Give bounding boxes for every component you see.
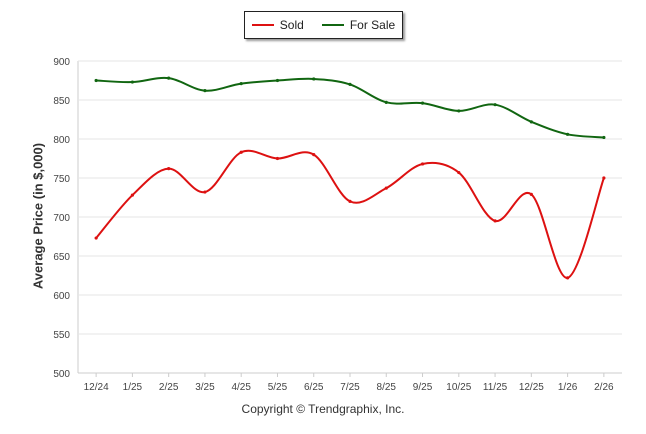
legend-item-sold[interactable]: Sold	[251, 18, 304, 32]
x-tick-label-0: 12/24	[84, 382, 109, 393]
point-for-sale-3	[203, 89, 207, 93]
point-sold-5	[275, 156, 280, 161]
y-axis-label: Average Price (in $,000)	[30, 142, 46, 290]
x-tick-label-9: 9/25	[413, 382, 433, 393]
point-sold-12	[529, 192, 533, 196]
y-tick-label-900: 900	[53, 57, 70, 68]
x-tick-label-3: 3/25	[195, 382, 215, 393]
point-for-sale-5	[275, 78, 280, 83]
point-sold-11	[493, 219, 497, 223]
point-sold-10	[457, 170, 461, 175]
point-sold-0	[94, 236, 98, 240]
x-tick-label-13: 1/26	[558, 382, 578, 393]
legend-label-sold: Sold	[279, 18, 304, 32]
point-sold-13	[566, 276, 570, 280]
point-sold-4	[239, 150, 243, 154]
y-tick-label-800: 800	[53, 135, 70, 146]
point-for-sale-6	[312, 77, 316, 81]
x-tick-label-4: 4/25	[231, 382, 251, 393]
point-for-sale-2	[167, 76, 171, 80]
copyright-text: Copyright © Trendgraphix, Inc.	[241, 402, 405, 416]
point-for-sale-14	[602, 135, 606, 140]
point-sold-8	[384, 186, 388, 190]
y-tick-label-500: 500	[53, 369, 70, 380]
legend-swatch-for-sale	[321, 24, 344, 26]
point-for-sale-12	[529, 120, 533, 124]
point-for-sale-11	[493, 103, 497, 107]
point-for-sale-9	[420, 101, 425, 105]
series-line-for-sale	[96, 76, 604, 139]
x-tick-label-10: 10/25	[446, 382, 471, 393]
point-for-sale-8	[384, 100, 388, 104]
point-sold-6	[312, 153, 316, 157]
x-tick-label-1: 1/25	[123, 382, 143, 393]
y-tick-label-750: 750	[53, 174, 70, 185]
series-line-sold	[95, 149, 605, 279]
point-for-sale-13	[566, 132, 570, 136]
point-sold-9	[420, 162, 425, 166]
x-tick-label-14: 2/26	[594, 382, 614, 393]
legend-item-for-sale[interactable]: For Sale	[321, 18, 396, 32]
chart-legend: Sold For Sale	[244, 11, 403, 39]
x-tick-label-8: 8/25	[377, 382, 397, 393]
legend-swatch-sold	[251, 24, 274, 26]
x-tick-label-12: 12/25	[519, 382, 544, 393]
point-sold-1	[130, 193, 134, 197]
point-for-sale-0	[94, 78, 98, 83]
y-tick-label-600: 600	[53, 291, 70, 302]
point-for-sale-4	[239, 82, 243, 86]
y-tick-label-700: 700	[53, 213, 70, 224]
point-for-sale-10	[457, 109, 461, 113]
y-tick-label-850: 850	[53, 96, 70, 107]
legend-label-for-sale: For Sale	[349, 18, 396, 32]
x-tick-label-7: 7/25	[340, 382, 360, 393]
x-tick-label-2: 2/25	[159, 382, 179, 393]
point-sold-14	[602, 176, 606, 180]
y-tick-label-650: 650	[53, 252, 70, 263]
point-sold-2	[167, 167, 171, 171]
point-sold-3	[203, 190, 207, 194]
y-tick-label-550: 550	[53, 330, 70, 341]
point-for-sale-7	[348, 82, 352, 86]
x-tick-label-6: 6/25	[304, 382, 324, 393]
point-sold-7	[348, 199, 352, 203]
x-tick-label-11: 11/25	[483, 382, 508, 393]
x-tick-label-5: 5/25	[268, 382, 288, 393]
point-for-sale-1	[130, 80, 134, 84]
